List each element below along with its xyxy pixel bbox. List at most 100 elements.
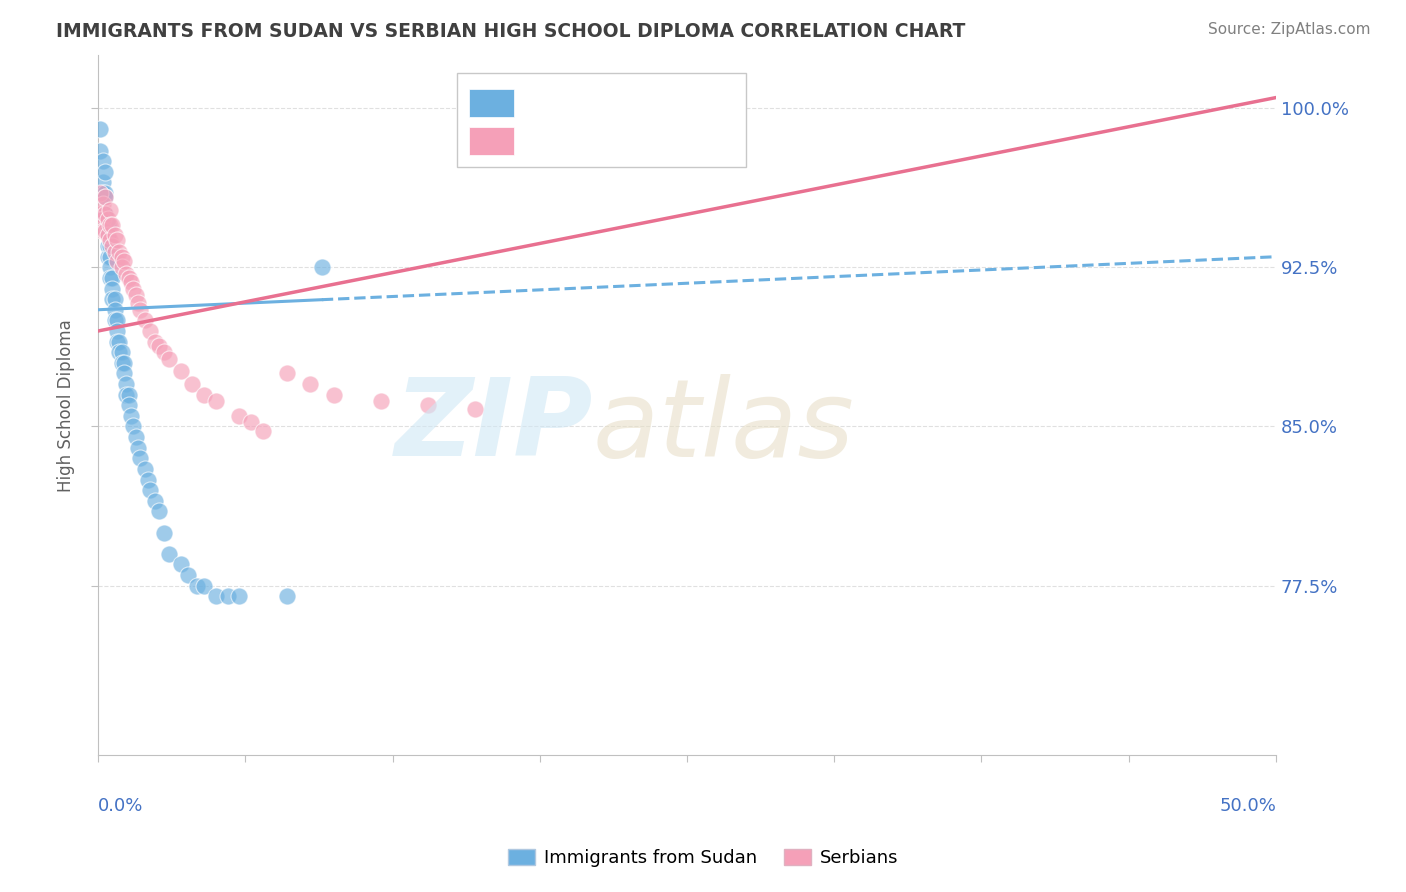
Point: [129, 302, 152, 317]
Text: 49: 49: [672, 130, 697, 148]
Point: [112, 367, 135, 381]
Point: [322, 387, 344, 401]
Point: [228, 589, 250, 603]
Point: [134, 313, 156, 327]
Point: [169, 364, 191, 378]
Point: [96, 228, 118, 243]
Point: [186, 579, 208, 593]
FancyBboxPatch shape: [457, 72, 747, 167]
Point: [148, 504, 170, 518]
Point: [118, 271, 141, 285]
Point: [96, 239, 118, 253]
Point: [98, 202, 121, 217]
Point: [103, 228, 125, 243]
Point: [105, 313, 128, 327]
Text: 0.402: 0.402: [569, 130, 626, 148]
Point: [111, 250, 134, 264]
Point: [276, 367, 298, 381]
Point: [115, 387, 138, 401]
Point: [125, 288, 148, 302]
Point: [134, 462, 156, 476]
Point: [108, 245, 131, 260]
Point: [153, 345, 176, 359]
Point: [105, 334, 128, 349]
Point: [89, 186, 111, 200]
Point: [96, 218, 118, 232]
Point: [94, 165, 117, 179]
Point: [103, 313, 125, 327]
Point: [105, 324, 128, 338]
Text: 50.0%: 50.0%: [1219, 797, 1277, 815]
Point: [127, 441, 149, 455]
Point: [169, 558, 191, 572]
Point: [252, 424, 274, 438]
Point: [464, 402, 486, 417]
Point: [91, 196, 114, 211]
Point: [127, 296, 149, 310]
Text: 57: 57: [672, 93, 697, 112]
Point: [176, 568, 198, 582]
Text: R =: R =: [526, 130, 565, 148]
Point: [91, 154, 114, 169]
Point: [115, 377, 138, 392]
Point: [276, 589, 298, 603]
Point: [153, 525, 176, 540]
Point: [94, 186, 117, 200]
Point: [125, 430, 148, 444]
Point: [416, 398, 439, 412]
Point: [122, 419, 145, 434]
Point: [129, 451, 152, 466]
Point: [108, 345, 131, 359]
Point: [217, 589, 239, 603]
Legend: Immigrants from Sudan, Serbians: Immigrants from Sudan, Serbians: [501, 841, 905, 874]
Text: N =: N =: [631, 130, 672, 148]
Point: [94, 190, 117, 204]
Point: [120, 409, 142, 423]
Point: [103, 302, 125, 317]
Point: [89, 122, 111, 136]
Point: [112, 356, 135, 370]
Text: 0.016: 0.016: [569, 93, 626, 112]
Text: ZIP: ZIP: [395, 373, 593, 479]
Point: [139, 483, 162, 497]
Point: [157, 351, 180, 366]
Point: [111, 260, 134, 275]
Point: [115, 267, 138, 281]
Y-axis label: High School Diploma: High School Diploma: [58, 318, 75, 491]
Point: [118, 387, 141, 401]
Point: [96, 250, 118, 264]
Point: [91, 224, 114, 238]
Point: [96, 228, 118, 243]
Point: [181, 377, 204, 392]
Point: [101, 239, 124, 253]
Point: [96, 211, 118, 226]
Point: [94, 224, 117, 238]
Point: [105, 254, 128, 268]
Point: [98, 239, 121, 253]
Point: [111, 356, 134, 370]
Point: [91, 211, 114, 226]
Point: [112, 254, 135, 268]
Point: [120, 275, 142, 289]
Text: Source: ZipAtlas.com: Source: ZipAtlas.com: [1208, 22, 1371, 37]
Point: [370, 394, 392, 409]
Text: 0.0%: 0.0%: [98, 797, 143, 815]
Point: [143, 334, 166, 349]
Point: [157, 547, 180, 561]
Point: [101, 292, 124, 306]
Point: [228, 409, 250, 423]
FancyBboxPatch shape: [470, 127, 513, 154]
Point: [89, 207, 111, 221]
Point: [193, 579, 215, 593]
Point: [98, 250, 121, 264]
Point: [139, 324, 162, 338]
Point: [98, 260, 121, 275]
Point: [148, 339, 170, 353]
Text: N =: N =: [631, 93, 672, 112]
Point: [105, 233, 128, 247]
Point: [118, 398, 141, 412]
Point: [98, 233, 121, 247]
Point: [108, 334, 131, 349]
Point: [101, 218, 124, 232]
Point: [103, 245, 125, 260]
